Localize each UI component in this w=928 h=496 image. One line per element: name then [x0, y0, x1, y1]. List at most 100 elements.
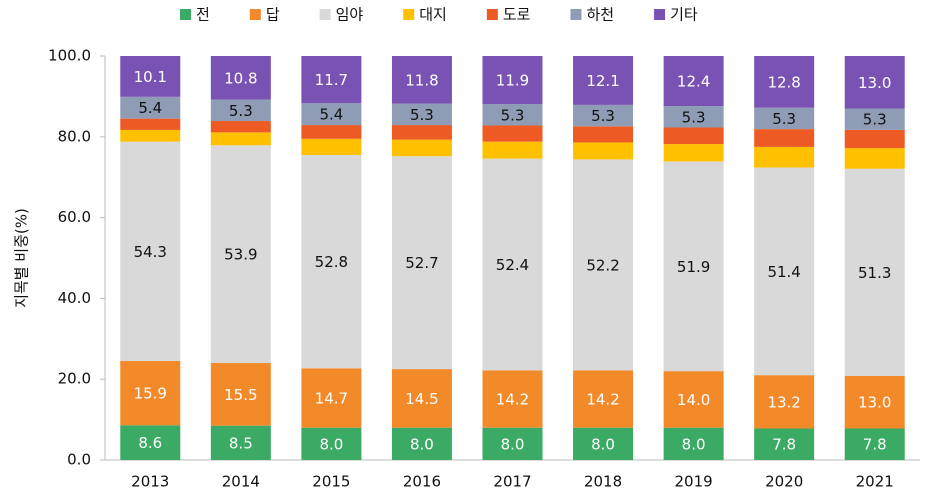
bar-segment — [754, 167, 815, 376]
value-label: 12.8 — [767, 73, 800, 91]
bar-segment — [663, 427, 724, 460]
bar-segment — [573, 427, 634, 460]
bar-segment — [663, 106, 724, 128]
bar-segment — [301, 427, 362, 460]
bar-segment — [844, 428, 905, 460]
value-label: 7.8 — [863, 436, 887, 454]
bar-segment — [844, 375, 905, 429]
legend-label: 대지 — [419, 6, 447, 24]
value-label: 8.0 — [591, 435, 615, 453]
bar-segment — [573, 56, 634, 105]
value-label: 12.1 — [586, 72, 619, 90]
bar-segment — [391, 125, 452, 140]
value-label: 51.9 — [677, 258, 710, 276]
value-label: 13.0 — [858, 74, 891, 92]
bar-segment — [210, 363, 271, 426]
value-label: 54.3 — [134, 243, 167, 261]
bar-segment — [754, 107, 815, 130]
x-tick-label: 2021 — [856, 473, 894, 491]
bar-segment — [120, 96, 181, 119]
bar-segment — [391, 156, 452, 370]
value-label: 10.1 — [134, 68, 167, 86]
bar-segment — [120, 141, 181, 362]
bar-segment — [573, 104, 634, 127]
value-label: 12.4 — [677, 73, 710, 91]
value-label: 14.0 — [677, 391, 710, 409]
bar-segment — [301, 125, 362, 139]
x-tick-label: 2016 — [403, 473, 441, 491]
bar-segment — [301, 368, 362, 428]
bar-segment — [663, 144, 724, 162]
value-label: 51.4 — [767, 263, 800, 281]
bar-segment — [482, 370, 543, 428]
bar-segment — [844, 148, 905, 169]
bar-segment — [573, 126, 634, 143]
value-label: 5.3 — [591, 107, 615, 125]
bar-segment — [210, 56, 271, 100]
value-label: 52.4 — [496, 256, 529, 274]
value-label: 52.8 — [315, 253, 348, 271]
legend-label: 도로 — [503, 6, 531, 24]
bar-segment — [301, 138, 362, 155]
value-label: 8.0 — [410, 435, 434, 453]
legend-swatch — [403, 9, 415, 20]
value-label: 14.2 — [586, 390, 619, 408]
value-label: 7.8 — [772, 436, 796, 454]
legend-label: 임야 — [336, 6, 364, 24]
legend-swatch — [319, 9, 331, 20]
legend-swatch — [486, 9, 498, 20]
bar-segment — [663, 371, 724, 428]
value-label: 8.0 — [501, 435, 525, 453]
bar-segment — [482, 125, 543, 142]
legend-swatch — [180, 9, 191, 20]
bar-segment — [210, 99, 271, 122]
bar-segment — [754, 146, 815, 168]
bar-segment — [391, 103, 452, 126]
value-label: 14.7 — [315, 389, 348, 407]
value-label: 8.5 — [229, 434, 253, 452]
x-tick-label: 2018 — [584, 473, 622, 491]
bar-segment — [754, 428, 815, 460]
legend-label: 하천 — [586, 6, 614, 24]
bar-segment — [573, 142, 634, 160]
value-label: 15.5 — [224, 386, 257, 404]
bar-segment — [391, 427, 452, 460]
bar-segment — [120, 129, 181, 142]
bar-segment — [754, 56, 815, 108]
value-label: 13.0 — [858, 394, 891, 412]
x-tick-label: 2015 — [312, 473, 350, 491]
value-label: 5.4 — [138, 99, 162, 117]
bar-segment — [301, 154, 362, 369]
bar-segment — [482, 158, 543, 371]
y-tick-label: 20.0 — [58, 370, 91, 388]
value-label: 11.8 — [405, 71, 438, 89]
bar-segment — [391, 139, 452, 157]
bar-segment — [120, 118, 181, 130]
bar-segment — [844, 108, 905, 130]
value-label: 15.9 — [134, 385, 167, 403]
bar-segment — [482, 141, 543, 159]
x-tick-label: 2017 — [493, 473, 531, 491]
bar-segment — [663, 127, 724, 145]
value-label: 13.2 — [767, 393, 800, 411]
value-label: 8.0 — [682, 435, 706, 453]
y-tick-label: 0.0 — [67, 451, 91, 469]
bar-segment — [754, 375, 815, 429]
y-tick-label: 40.0 — [58, 289, 91, 307]
x-tick-label: 2019 — [675, 473, 713, 491]
bar-segment — [754, 129, 815, 147]
y-tick-label: 60.0 — [58, 208, 91, 226]
bar-segment — [663, 161, 724, 372]
bar-segment — [844, 56, 905, 109]
bar-segment — [391, 56, 452, 104]
value-label: 14.5 — [405, 390, 438, 408]
value-label: 51.3 — [858, 264, 891, 282]
value-label: 5.3 — [772, 110, 796, 128]
value-label: 5.3 — [501, 106, 525, 124]
legend-label: 기타 — [670, 6, 698, 24]
legend-swatch — [570, 9, 582, 20]
legend-swatch — [654, 9, 666, 20]
bar-segment — [844, 168, 905, 376]
value-label: 52.2 — [586, 256, 619, 274]
